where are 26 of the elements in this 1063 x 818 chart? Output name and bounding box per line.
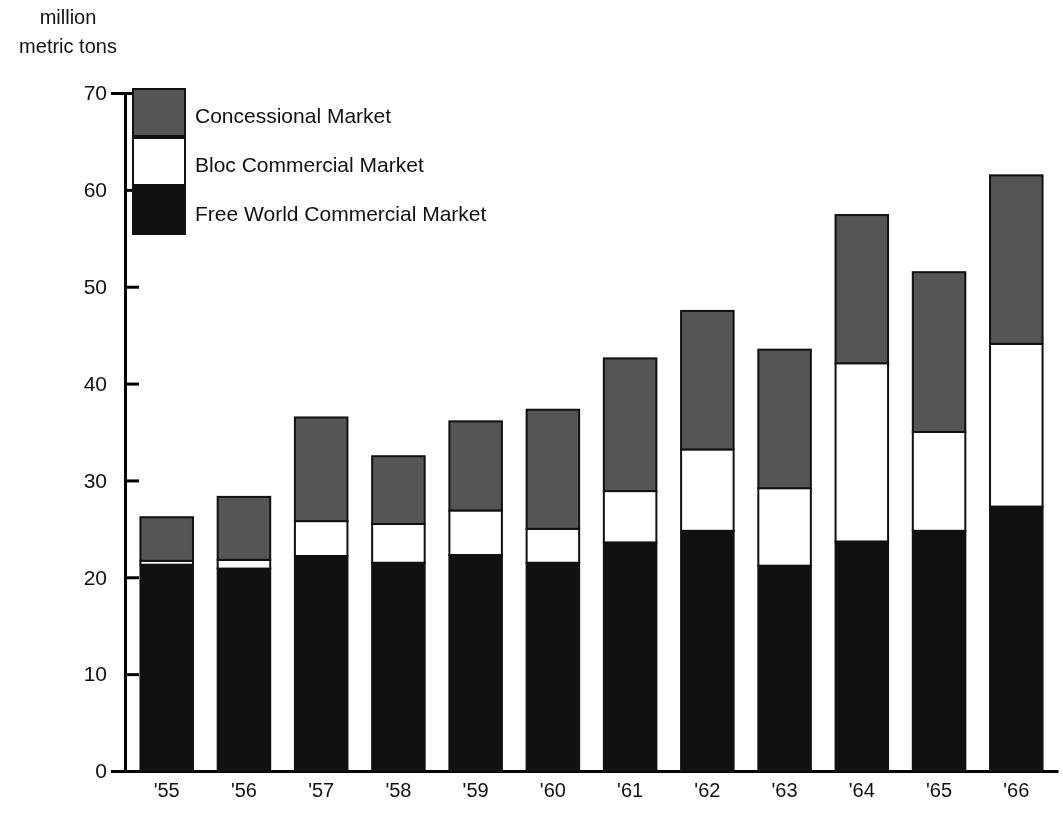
x-tick-label: '61 — [617, 779, 644, 802]
x-tick-label: '56 — [230, 779, 257, 802]
x-tick-label: '55 — [153, 779, 180, 802]
y-tick-label: 20 — [83, 565, 107, 589]
y-tick-label: 70 — [83, 81, 107, 105]
x-tick-label: '63 — [771, 779, 798, 802]
x-tick-label: '62 — [694, 779, 721, 802]
x-tick-label: '65 — [926, 779, 953, 802]
y-tick-label: 40 — [83, 371, 107, 395]
bar — [139, 516, 194, 562]
x-tick-label: '58 — [385, 779, 412, 802]
y-tick-label: 50 — [83, 274, 107, 298]
x-tick-label: '66 — [1003, 779, 1030, 802]
bar — [139, 563, 194, 772]
legend-label: Bloc Commercial Market — [195, 153, 424, 176]
y-tick-label: 60 — [83, 178, 107, 202]
y-tick-label: 0 — [95, 759, 107, 783]
x-tick-label: '60 — [539, 779, 566, 802]
legend-label: Free World Commercial Market — [195, 202, 487, 225]
legend-label: Concessional Market — [195, 104, 392, 127]
y-tick-label: 10 — [83, 662, 107, 686]
y-tick-label: 30 — [83, 468, 107, 492]
x-tick-label: '59 — [462, 779, 489, 802]
x-tick-label: '64 — [848, 779, 875, 802]
y-axis-title: million metric tons — [19, 6, 117, 57]
x-tick-label: '57 — [308, 779, 335, 802]
